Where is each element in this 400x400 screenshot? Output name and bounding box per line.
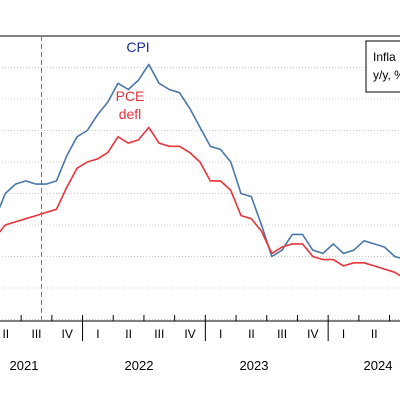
year-label: 2023 — [240, 358, 269, 373]
legend-line-2: y/y, % — [373, 68, 400, 82]
series-lines — [0, 63, 400, 277]
quarter-tick-label: IV — [184, 327, 195, 341]
legend-line-1: Infla — [373, 50, 396, 64]
year-label: 2024 — [364, 358, 393, 373]
quarter-tick-label: I — [342, 327, 345, 341]
quarter-tick-label: II — [248, 327, 255, 341]
quarter-tick-label: I — [219, 327, 222, 341]
quarter-tick-label: II — [2, 327, 9, 341]
quarter-tick-label: IV — [62, 327, 73, 341]
x-axis: IIIIIIVIIIIIIIVIIIIIIIVIIIIIIIV202120222… — [2, 315, 400, 373]
series-label-pce-line2: defl — [119, 106, 142, 122]
quarter-tick-label: III — [154, 327, 164, 341]
quarter-tick-label: II — [125, 327, 132, 341]
year-label: 2022 — [125, 358, 154, 373]
year-label: 2021 — [10, 358, 39, 373]
quarter-tick-label: III — [277, 327, 287, 341]
series-line-pce-defl — [0, 126, 400, 277]
series-label-cpi: CPI — [126, 39, 149, 55]
gridlines — [0, 67, 400, 320]
quarter-tick-label: I — [96, 327, 99, 341]
quarter-tick-label: III — [31, 327, 41, 341]
series-line-cpi — [0, 63, 400, 259]
series-label-pce-line1: PCE — [116, 88, 145, 104]
plot-frame — [0, 35, 400, 322]
quarter-tick-label: IV — [307, 327, 318, 341]
quarter-tick-label: II — [371, 327, 378, 341]
legend-box: Infla y/y, % — [365, 40, 400, 93]
